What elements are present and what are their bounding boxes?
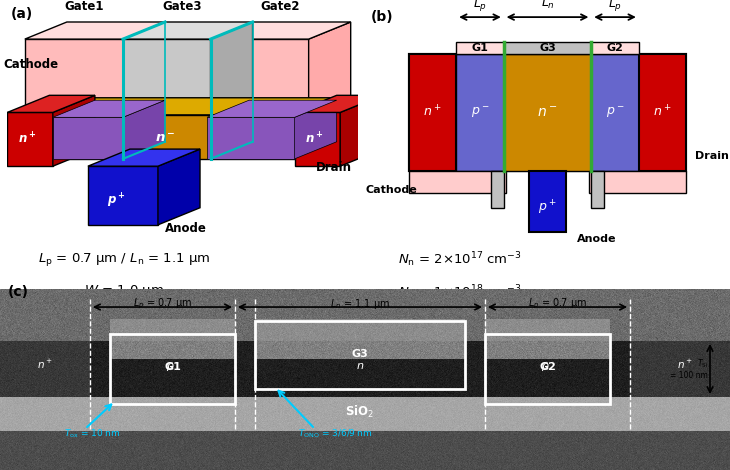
Text: $\bfit{n}^+$: $\bfit{n}^+$ — [18, 132, 36, 147]
Text: Anode: Anode — [577, 234, 616, 244]
Text: $L_p$ = 0.7 μm: $L_p$ = 0.7 μm — [133, 297, 192, 312]
Bar — [409, 54, 456, 171]
Polygon shape — [210, 22, 253, 118]
Text: Gate1: Gate1 — [65, 0, 104, 13]
Text: $p^-$: $p^-$ — [606, 105, 624, 120]
Text: G2: G2 — [607, 43, 623, 53]
Text: $p^-$: $p^-$ — [471, 105, 489, 120]
Polygon shape — [7, 112, 53, 166]
Bar — [590, 171, 686, 193]
Text: Drain: Drain — [315, 161, 352, 174]
Polygon shape — [295, 112, 340, 166]
Text: G1: G1 — [164, 362, 181, 372]
Text: $T_\mathrm{ONO}$ = 3/6/9 nm: $T_\mathrm{ONO}$ = 3/6/9 nm — [298, 427, 372, 439]
Text: $L_p$: $L_p$ — [473, 0, 487, 13]
Text: G2: G2 — [539, 362, 556, 372]
Text: $L_n$: $L_n$ — [540, 0, 555, 11]
Polygon shape — [123, 39, 210, 118]
Polygon shape — [123, 22, 165, 118]
Text: G3: G3 — [539, 43, 556, 53]
Text: G1: G1 — [472, 43, 488, 53]
Text: G3: G3 — [352, 349, 369, 359]
Polygon shape — [42, 115, 305, 159]
Text: Cathode: Cathode — [4, 58, 59, 71]
Polygon shape — [123, 22, 253, 39]
Text: (a): (a) — [11, 8, 33, 21]
Bar — [255, 321, 465, 389]
Polygon shape — [295, 100, 337, 159]
Polygon shape — [158, 149, 200, 225]
Text: $N_\mathrm{p}$ = 1×10$^{18}$ cm$^{-3}$: $N_\mathrm{p}$ = 1×10$^{18}$ cm$^{-3}$ — [398, 283, 522, 304]
Text: Gate2: Gate2 — [261, 0, 300, 13]
Bar — [110, 334, 235, 404]
Text: $T_\mathrm{Si}$
= 100 nm: $T_\mathrm{Si}$ = 100 nm — [670, 358, 708, 381]
Bar — [456, 41, 504, 54]
Polygon shape — [210, 39, 309, 118]
Polygon shape — [53, 95, 95, 166]
Text: $L_n$ = 1.1 μm: $L_n$ = 1.1 μm — [330, 297, 390, 311]
Text: $L_p$: $L_p$ — [608, 0, 622, 13]
Bar — [591, 41, 639, 54]
Bar — [409, 54, 686, 171]
Text: $W$ = 1.0 μm: $W$ = 1.0 μm — [84, 283, 164, 299]
Polygon shape — [88, 166, 158, 225]
Bar — [504, 41, 591, 54]
Bar — [491, 171, 504, 208]
Polygon shape — [7, 95, 95, 112]
Text: $\bfit{n}^+$: $\bfit{n}^+$ — [305, 132, 323, 147]
Polygon shape — [210, 22, 350, 39]
Polygon shape — [340, 95, 383, 166]
Text: Cathode: Cathode — [365, 185, 417, 195]
Text: Drain: Drain — [696, 151, 729, 161]
Text: $N_\mathrm{n}$ = 2×10$^{17}$ cm$^{-3}$: $N_\mathrm{n}$ = 2×10$^{17}$ cm$^{-3}$ — [398, 251, 522, 269]
Polygon shape — [123, 100, 165, 159]
Text: (b): (b) — [371, 10, 393, 24]
Text: $n^+$: $n^+$ — [677, 358, 693, 371]
Text: $\bfit{n}^-$: $\bfit{n}^-$ — [155, 132, 175, 145]
Polygon shape — [305, 98, 347, 159]
Bar — [591, 54, 639, 171]
Polygon shape — [207, 100, 337, 118]
Text: Gate3: Gate3 — [163, 0, 202, 13]
Polygon shape — [42, 98, 347, 115]
Bar — [529, 171, 566, 232]
Polygon shape — [295, 95, 383, 112]
Bar — [409, 171, 505, 193]
Polygon shape — [53, 100, 165, 118]
Polygon shape — [53, 118, 123, 159]
Bar — [504, 54, 591, 171]
Text: SiO$_2$: SiO$_2$ — [345, 404, 374, 420]
Polygon shape — [25, 22, 165, 39]
Bar — [639, 54, 686, 171]
Bar — [485, 334, 610, 404]
Bar — [591, 171, 604, 208]
Polygon shape — [207, 118, 295, 159]
Text: p: p — [542, 361, 548, 371]
Polygon shape — [88, 149, 200, 166]
Text: n: n — [356, 361, 364, 371]
Text: $n^+$: $n^+$ — [423, 105, 442, 120]
Text: Anode: Anode — [165, 222, 207, 235]
Text: $\bfit{p}^+$: $\bfit{p}^+$ — [107, 191, 125, 210]
Polygon shape — [309, 22, 350, 118]
Text: $T_\mathrm{ox}$ = 10 nm: $T_\mathrm{ox}$ = 10 nm — [64, 427, 120, 439]
Text: $L_p$ = 0.7 μm: $L_p$ = 0.7 μm — [528, 297, 587, 312]
Polygon shape — [25, 39, 123, 118]
Text: $n^+$: $n^+$ — [653, 105, 672, 120]
Text: (c): (c) — [8, 285, 29, 299]
Text: $n^-$: $n^-$ — [537, 105, 558, 119]
Text: $p^+$: $p^+$ — [538, 199, 557, 217]
Text: $L_\mathrm{p}$ = 0.7 μm / $L_\mathrm{n}$ = 1.1 μm: $L_\mathrm{p}$ = 0.7 μm / $L_\mathrm{n}$… — [38, 251, 210, 267]
Text: $n^+$: $n^+$ — [37, 358, 53, 371]
Text: p: p — [166, 361, 174, 371]
Bar — [456, 54, 504, 171]
